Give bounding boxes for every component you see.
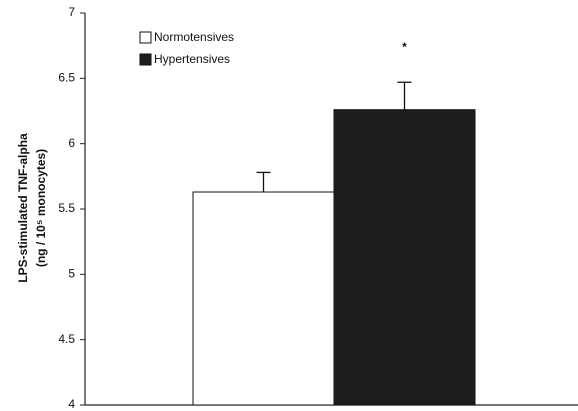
y-tick-label: 7 — [68, 5, 75, 19]
error-bar — [256, 171, 271, 193]
y-tick-label: 5 — [68, 267, 75, 281]
error-bar — [397, 81, 412, 110]
legend-label: Normotensives — [154, 30, 234, 44]
y-tick-label: 4.5 — [58, 332, 75, 346]
legend-swatch — [139, 53, 152, 66]
legend-swatch — [139, 31, 152, 44]
y-tick-label: 6.5 — [58, 71, 75, 85]
y-tick-label: 5.5 — [58, 201, 75, 215]
legend-label: Hypertensives — [154, 52, 230, 66]
bar — [333, 109, 476, 406]
y-axis-label: LPS-stimulated TNF-alpha — [16, 133, 30, 283]
y-tick-label: 4 — [68, 397, 75, 411]
annotation: * — [402, 40, 407, 54]
y-axis-label: (ng / 10⁵ monocytes) — [34, 149, 48, 267]
bar — [192, 191, 335, 406]
y-tick-label: 6 — [68, 136, 75, 150]
